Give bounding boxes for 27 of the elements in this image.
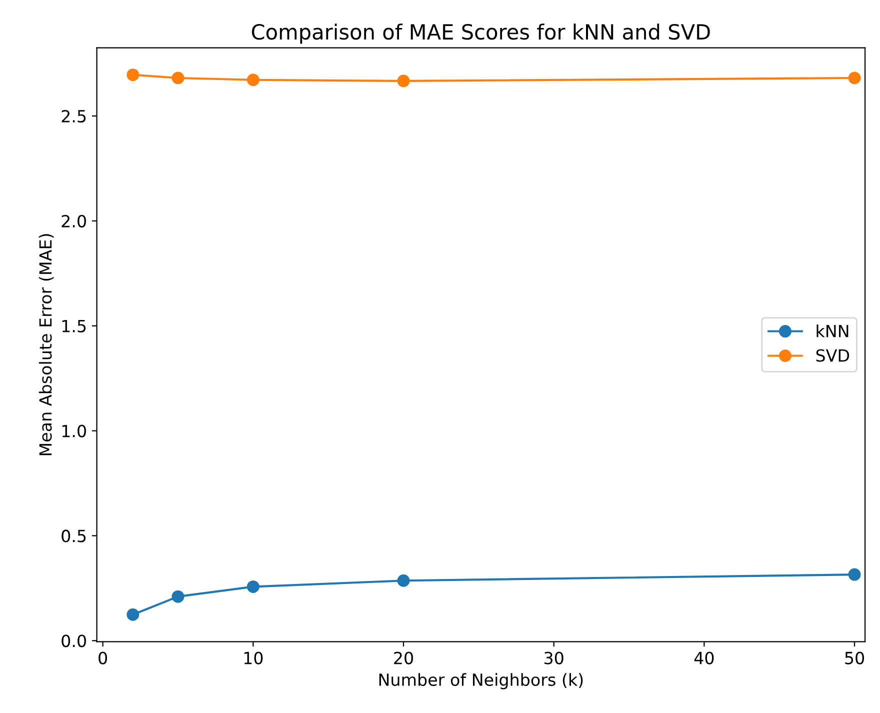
point (172, 72, 184, 84)
point (397, 74, 410, 88)
y-tick-label: 2.5 (62, 110, 86, 123)
point (848, 72, 861, 84)
x-tick-label: 30 (544, 652, 564, 664)
point (126, 608, 140, 621)
chart-title: Comparison of MAE Scores for kNN and SVD (252, 24, 710, 44)
x-tick-label: 40 (694, 652, 714, 664)
x-tick-label: 20 (394, 652, 413, 664)
point (126, 68, 140, 82)
y-tick-label: 1.5 (62, 320, 86, 332)
x-tick-label: 0 (98, 652, 108, 664)
y-tick-label: 1.0 (62, 424, 86, 438)
point (246, 580, 260, 593)
x-tick-label: 10 (244, 652, 263, 664)
y-tick-label: 0.0 (62, 634, 86, 648)
x-tick-label: 50 (845, 652, 864, 664)
y-tick-label: 2.0 (62, 214, 86, 228)
y-tick-label: 0.5 (62, 530, 86, 542)
y-axis-title: Mean Absolute Error (MAE) (38, 234, 54, 456)
point (246, 74, 260, 86)
legend-label: kNN (816, 324, 848, 338)
point (397, 574, 410, 587)
x-axis-title: Number of Neighbors (k) (379, 673, 583, 690)
legend-label: SVD (816, 349, 850, 362)
point (172, 590, 184, 603)
point (848, 568, 861, 581)
